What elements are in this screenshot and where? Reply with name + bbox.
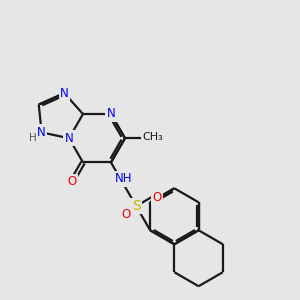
- Text: N: N: [106, 107, 116, 121]
- Text: S: S: [132, 199, 140, 213]
- Text: CH₃: CH₃: [143, 132, 164, 142]
- Text: O: O: [67, 175, 76, 188]
- Text: NH: NH: [115, 172, 132, 185]
- Text: N: N: [60, 87, 69, 100]
- Text: O: O: [122, 208, 131, 221]
- Text: H: H: [29, 133, 37, 143]
- Text: O: O: [152, 191, 161, 204]
- Text: N: N: [37, 126, 46, 139]
- Text: N: N: [65, 132, 74, 145]
